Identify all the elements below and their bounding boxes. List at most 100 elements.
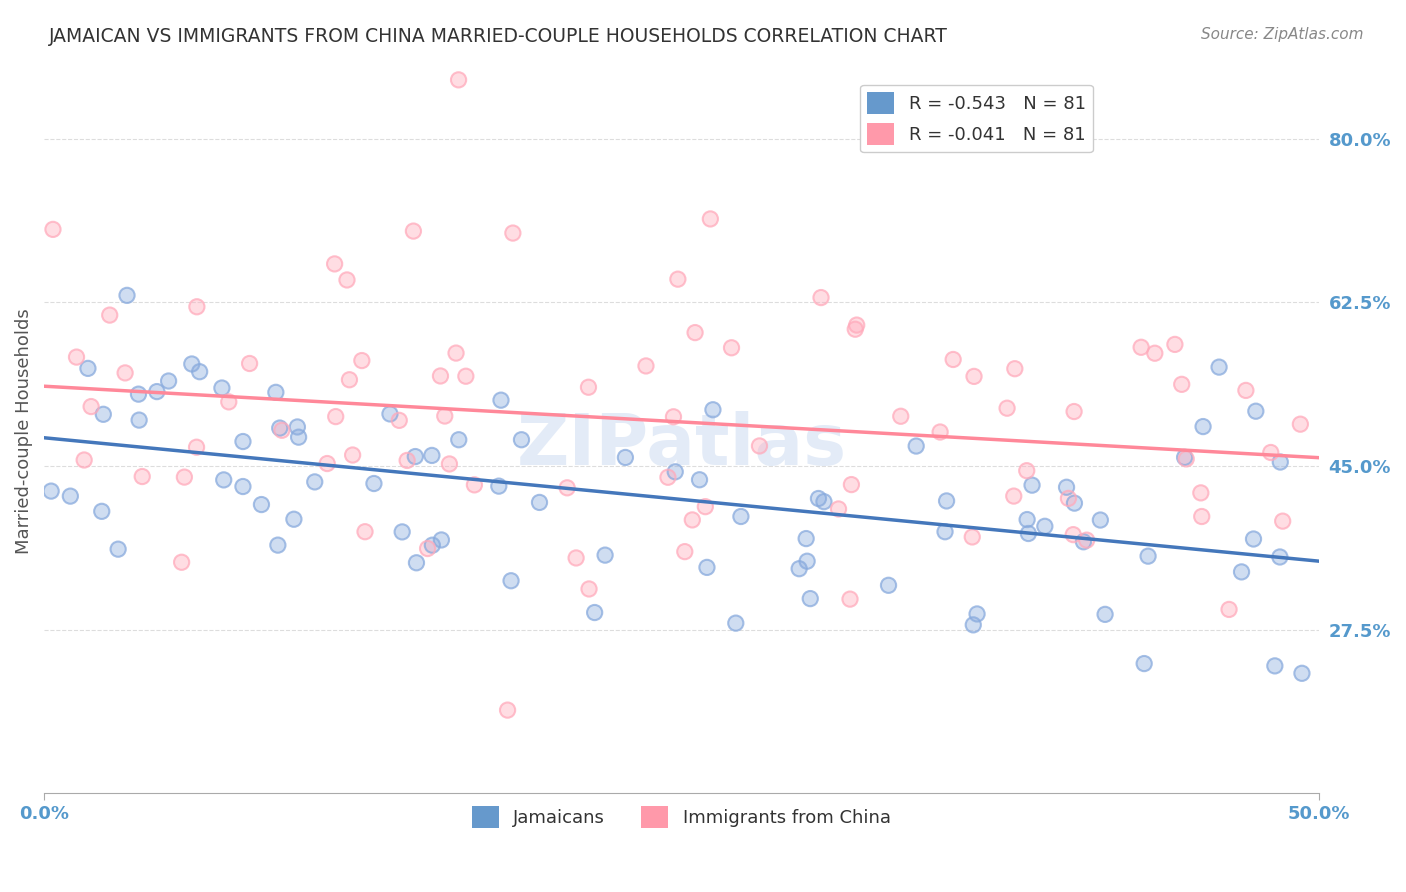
Point <box>1244 404 1267 418</box>
Point <box>1208 360 1230 375</box>
Point <box>287 420 309 434</box>
Point <box>787 562 810 576</box>
Point <box>696 560 718 574</box>
Point <box>787 562 810 576</box>
Point <box>391 524 413 539</box>
Point <box>963 369 986 384</box>
Point <box>1218 602 1240 616</box>
Point <box>1063 496 1085 510</box>
Point <box>1062 527 1084 541</box>
Point <box>1289 417 1312 432</box>
Point <box>702 402 724 417</box>
Point <box>502 226 524 240</box>
Point <box>325 409 347 424</box>
Point <box>1133 657 1156 671</box>
Point <box>1270 455 1292 469</box>
Point <box>98 308 121 322</box>
Point <box>1289 417 1312 432</box>
Point <box>720 341 742 355</box>
Point <box>180 357 202 371</box>
Point <box>841 477 863 491</box>
Point <box>1189 486 1212 500</box>
Point <box>963 369 986 384</box>
Point <box>995 401 1018 416</box>
Point <box>90 504 112 518</box>
Point <box>107 542 129 557</box>
Point <box>73 453 96 467</box>
Point <box>363 476 385 491</box>
Point <box>1191 509 1213 524</box>
Point <box>730 509 752 524</box>
Point <box>673 544 696 558</box>
Point <box>59 489 82 503</box>
Point <box>80 400 103 414</box>
Point <box>115 288 138 302</box>
Point <box>1137 549 1160 563</box>
Point <box>444 346 467 360</box>
Point <box>336 273 359 287</box>
Point <box>429 368 451 383</box>
Point <box>1271 514 1294 528</box>
Point <box>583 606 606 620</box>
Point <box>664 465 686 479</box>
Point <box>454 369 477 384</box>
Point <box>699 211 721 226</box>
Point <box>1260 445 1282 459</box>
Point <box>565 550 588 565</box>
Point <box>593 548 616 562</box>
Point <box>1268 549 1291 564</box>
Point <box>807 491 830 506</box>
Point <box>1063 496 1085 510</box>
Point <box>841 477 863 491</box>
Point <box>935 494 957 508</box>
Point <box>695 500 717 514</box>
Point <box>146 384 169 399</box>
Point <box>439 457 461 471</box>
Point <box>447 433 470 447</box>
Point <box>405 556 427 570</box>
Point <box>724 616 747 631</box>
Point <box>689 473 711 487</box>
Point <box>1015 464 1038 478</box>
Point <box>173 470 195 484</box>
Point <box>1090 513 1112 527</box>
Point <box>396 453 419 467</box>
Point <box>1175 451 1198 466</box>
Point <box>157 374 180 388</box>
Point <box>1073 534 1095 549</box>
Point <box>323 257 346 271</box>
Point <box>232 434 254 449</box>
Point <box>402 224 425 238</box>
Point <box>107 542 129 557</box>
Point <box>127 387 149 401</box>
Point <box>1062 527 1084 541</box>
Point <box>350 353 373 368</box>
Point <box>695 500 717 514</box>
Point <box>1056 480 1078 494</box>
Point <box>634 359 657 373</box>
Point <box>402 224 425 238</box>
Point <box>529 495 551 509</box>
Point <box>657 470 679 484</box>
Point <box>614 450 637 465</box>
Point <box>666 272 689 286</box>
Point <box>1130 340 1153 354</box>
Point <box>128 413 150 427</box>
Point <box>799 591 821 606</box>
Point <box>127 387 149 401</box>
Point <box>748 439 770 453</box>
Point <box>796 554 818 568</box>
Point <box>496 703 519 717</box>
Point <box>90 504 112 518</box>
Point <box>65 350 87 364</box>
Point <box>39 484 62 499</box>
Point <box>1244 404 1267 418</box>
Point <box>578 582 600 596</box>
Point <box>342 448 364 462</box>
Point <box>73 453 96 467</box>
Point <box>1002 489 1025 503</box>
Point <box>1033 519 1056 533</box>
Point <box>794 532 817 546</box>
Point <box>287 430 309 444</box>
Point <box>510 433 533 447</box>
